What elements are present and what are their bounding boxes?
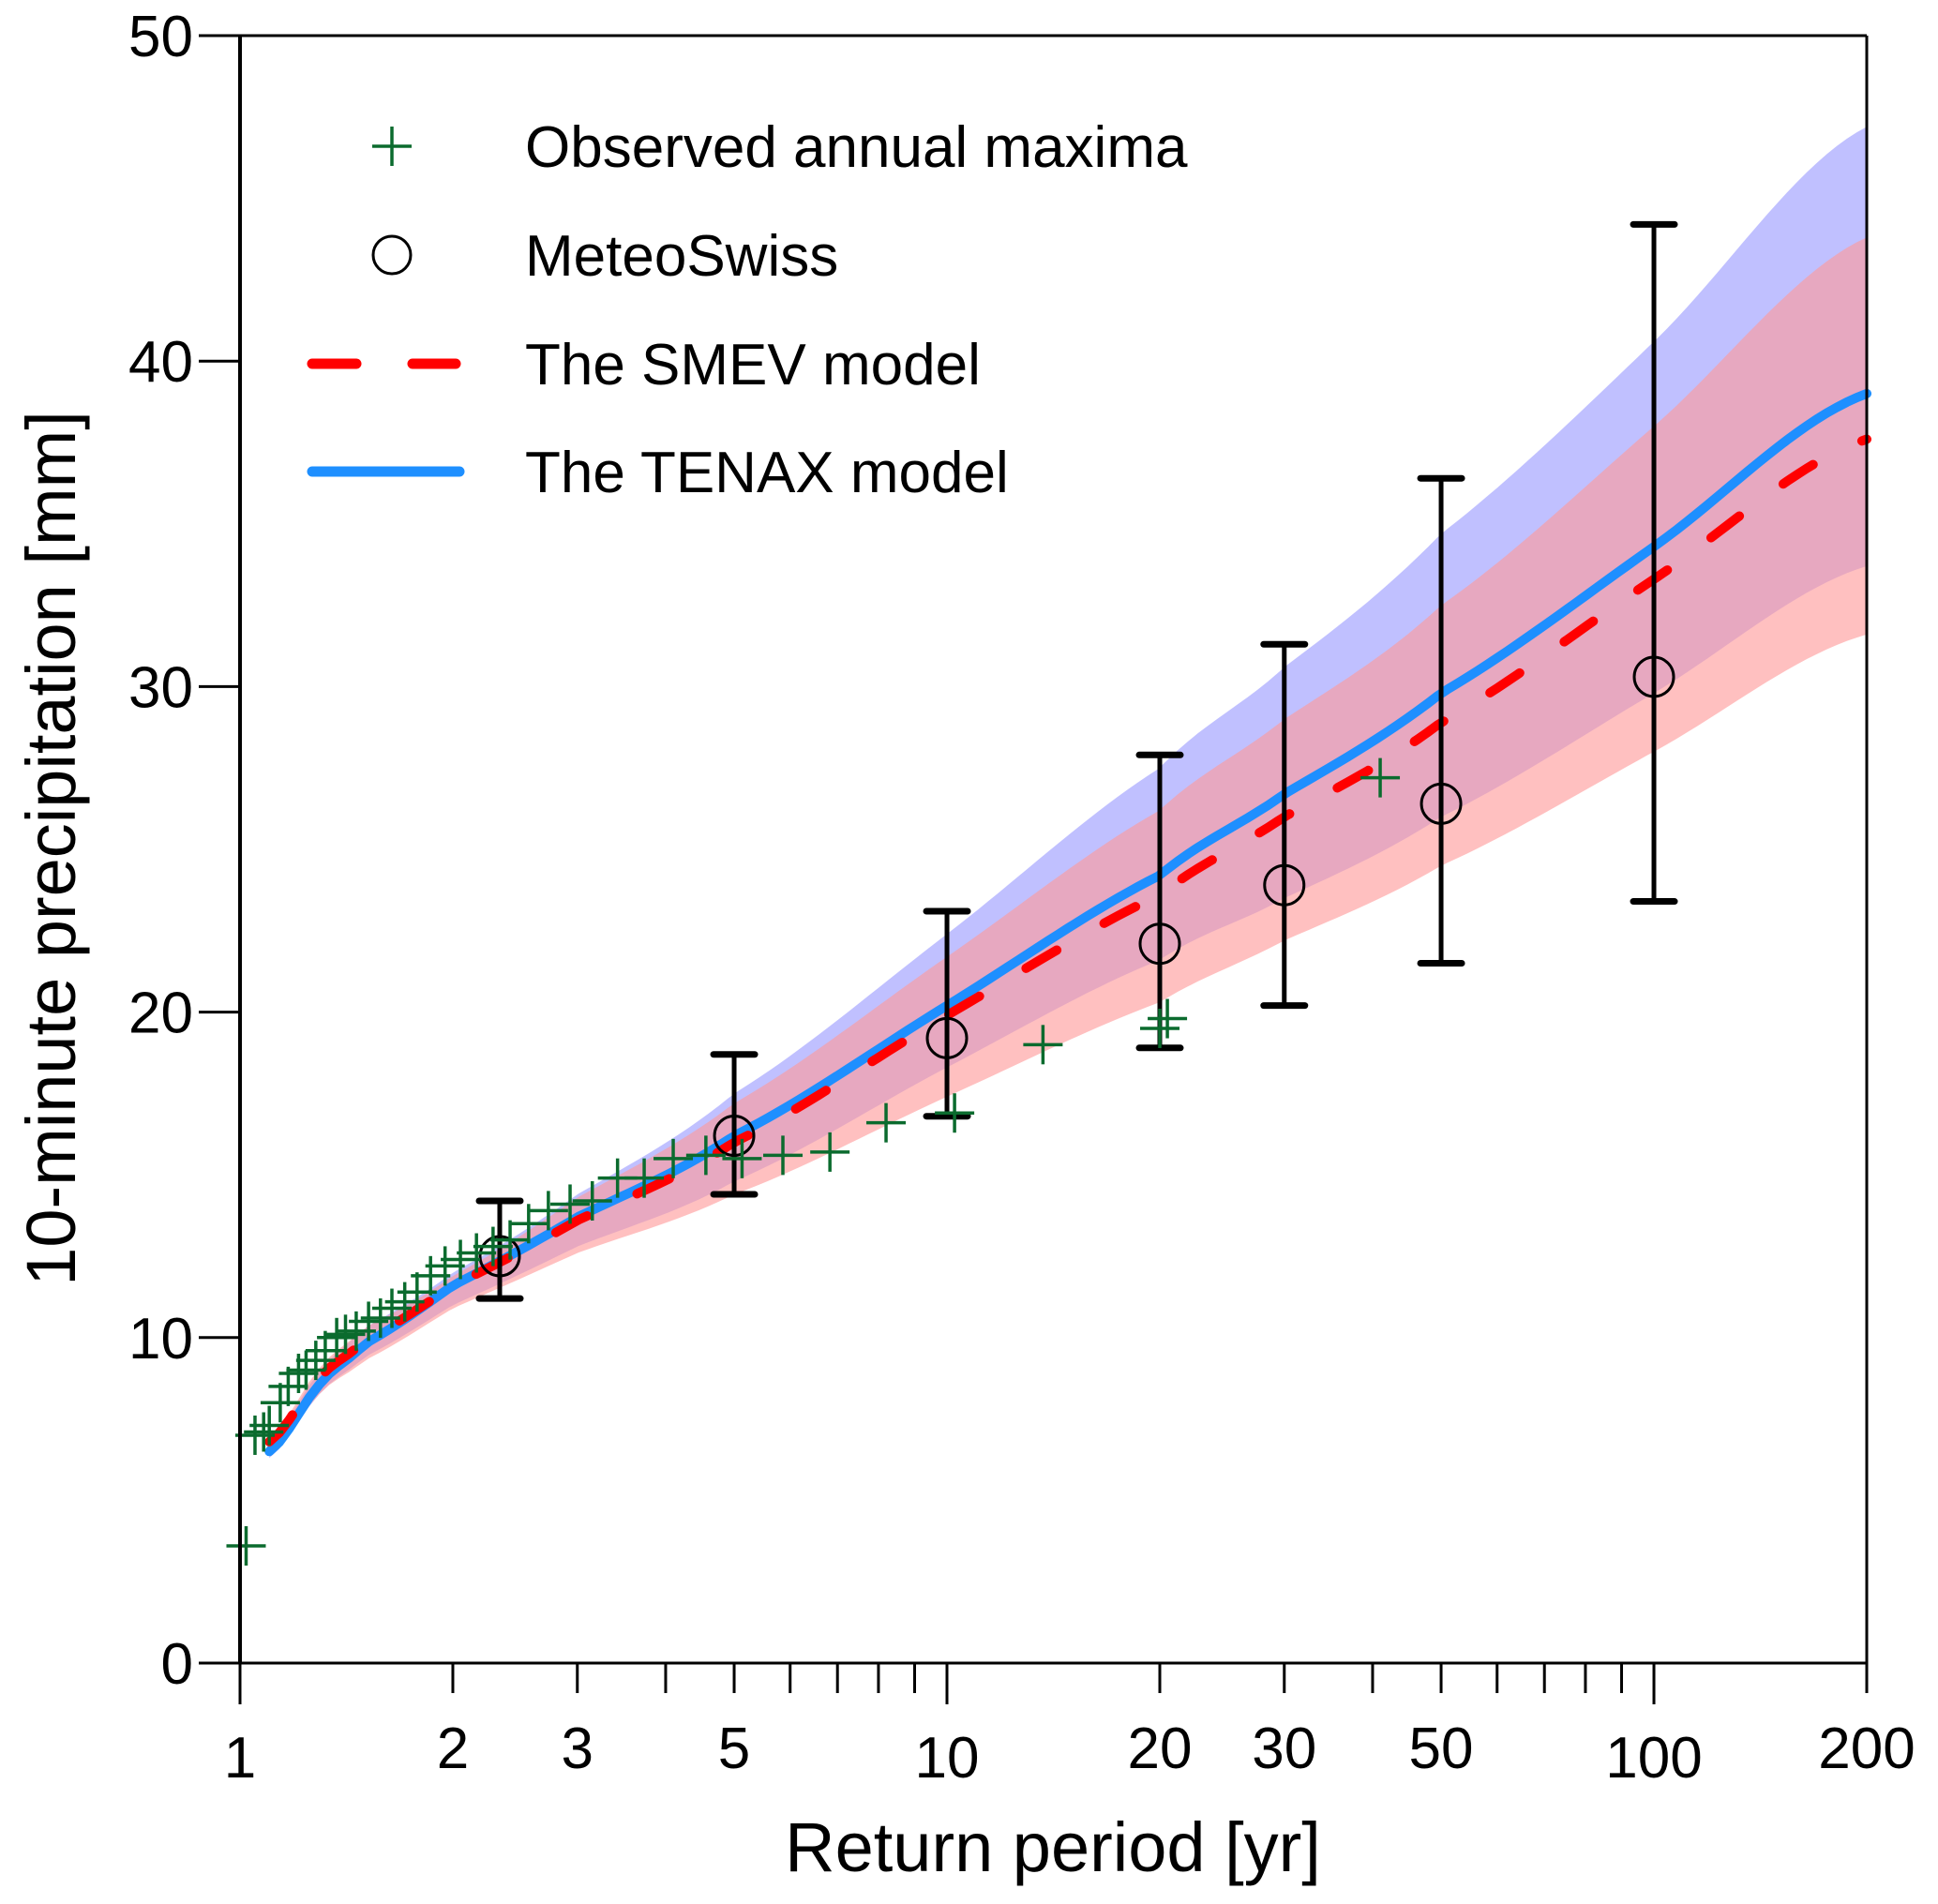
x-tick-label: 2 (437, 1717, 469, 1781)
x-tick-label: 20 (1128, 1717, 1193, 1781)
meteoswiss-circle (925, 1016, 969, 1059)
x-axis-title: Return period [yr] (785, 1808, 1321, 1886)
y-tick-label: 30 (128, 655, 193, 720)
y-tick-label: 0 (161, 1632, 193, 1697)
observed-point (1023, 1025, 1063, 1065)
observed-point (317, 1317, 357, 1357)
meteoswiss-circle (478, 1235, 521, 1278)
meteoswiss-circle (1263, 863, 1306, 907)
x-tick-label: 200 (1818, 1717, 1915, 1781)
observed-point (722, 1138, 762, 1178)
meteoswiss-circle (1138, 922, 1181, 966)
observed-point (249, 1405, 290, 1446)
y-tick-label: 40 (128, 330, 193, 395)
observed-point (473, 1226, 513, 1267)
x-tick-label: 50 (1409, 1717, 1474, 1781)
observed-point (528, 1191, 568, 1231)
y-tick-label: 20 (128, 982, 193, 1046)
observed-points (226, 757, 1401, 1567)
observed-point (425, 1246, 465, 1286)
observed-point (325, 1314, 366, 1355)
meteoswiss-errorbars (475, 220, 1678, 1302)
x-axis-ticks: 1 2 3 5 10 20 30 50 100 200 (224, 1663, 1915, 1791)
observed-point (685, 1135, 726, 1176)
y-axis-ticks: 0 10 20 30 40 50 (128, 5, 240, 1697)
meteoswiss-point (1417, 474, 1465, 967)
x-tick-label: 30 (1252, 1717, 1316, 1781)
legend-item-meteoswiss: MeteoSwiss (371, 224, 838, 289)
observed-point (550, 1184, 591, 1224)
circle-icon (371, 234, 413, 276)
observed-point (260, 1383, 300, 1423)
observed-point (935, 1093, 975, 1133)
legend-label: The SMEV model (525, 333, 981, 397)
tenax-model-line (264, 388, 1871, 1457)
meteoswiss-point (475, 1197, 524, 1302)
legend: Observed annual maxima MeteoSwiss The SMEV… (307, 115, 1188, 505)
meteoswiss-circle (1632, 655, 1675, 698)
x-tick-label: 5 (718, 1717, 750, 1781)
meteoswiss-point (1260, 640, 1309, 1010)
observed-point (866, 1102, 907, 1143)
observed-point (441, 1239, 481, 1280)
x-tick-label: 1 (224, 1726, 256, 1791)
meteoswiss-circle (713, 1115, 756, 1158)
observed-point (763, 1135, 804, 1176)
observed-point (1360, 757, 1401, 798)
y-tick-label: 10 (128, 1307, 193, 1372)
observed-point (286, 1350, 326, 1390)
observed-point (226, 1526, 266, 1567)
x-tick-label: 10 (915, 1726, 980, 1791)
observed-point (244, 1412, 284, 1452)
legend-label: Observed annual maxima (525, 115, 1188, 180)
observed-point (508, 1204, 548, 1244)
legend-item-smev: The SMEV model (307, 333, 981, 397)
observed-point (1148, 998, 1188, 1039)
observed-point (490, 1220, 531, 1260)
observed-point (360, 1297, 400, 1338)
observed-point (654, 1138, 694, 1178)
observed-point (572, 1180, 612, 1221)
meteoswiss-circle (1420, 782, 1463, 825)
x-tick-label: 100 (1605, 1726, 1702, 1791)
observed-point (457, 1233, 497, 1273)
y-axis-title: 10-minute precipitation [mm] (12, 411, 90, 1286)
meteoswiss-point (1630, 220, 1678, 906)
legend-label: The TENAX model (525, 441, 1009, 505)
meteoswiss-point (923, 907, 971, 1120)
model-lines (264, 388, 1871, 1457)
meteoswiss-point (710, 1051, 759, 1198)
confidence-bands (269, 127, 1868, 1459)
observed-point (1139, 1008, 1179, 1048)
x-tick-label: 3 (562, 1717, 593, 1781)
observed-point (624, 1158, 665, 1198)
legend-item-tenax: The TENAX model (307, 441, 1009, 505)
observed-point (810, 1132, 850, 1172)
legend-label: MeteoSwiss (525, 224, 838, 289)
observed-point (295, 1341, 336, 1381)
y-tick-label: 50 (128, 5, 193, 69)
smev-confidence-band (269, 237, 1868, 1455)
axes (238, 34, 1869, 1665)
legend-item-observed: Observed annual maxima (372, 115, 1188, 180)
